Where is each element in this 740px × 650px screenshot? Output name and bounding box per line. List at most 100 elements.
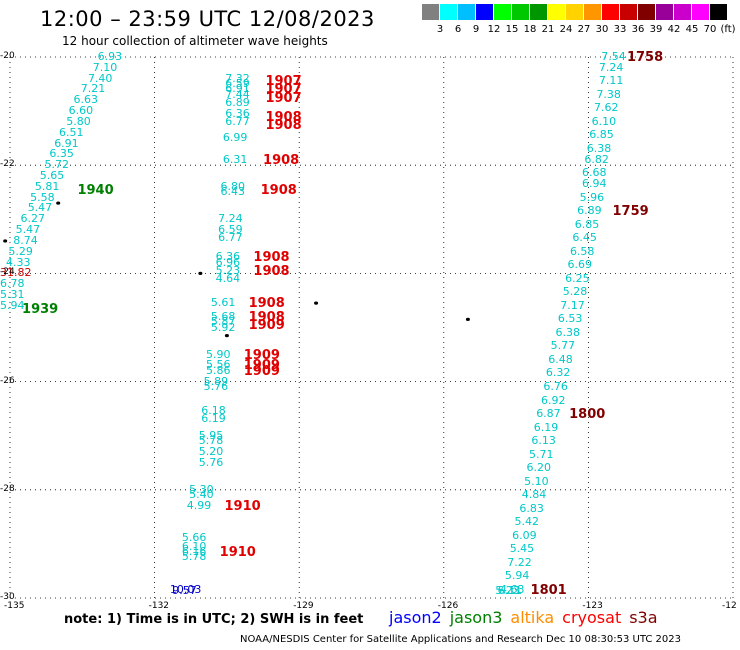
swh-value-label: 8.74 <box>13 233 38 247</box>
swh-value-label: 6.32 <box>545 366 571 380</box>
swh-value-label: 5.58 <box>30 190 55 204</box>
swh-value-label: 5.94 <box>504 569 530 583</box>
swh-value-label: 5.95 <box>198 428 224 442</box>
pass-time-label: 1759 <box>612 204 649 220</box>
island-f <box>465 317 470 321</box>
swh-value-label: 6.19 <box>533 420 559 434</box>
swh-value-label: 6.43 <box>220 185 245 199</box>
satellite-legend-jason3: jason3 <box>449 608 503 627</box>
color-scale-label: 70 <box>703 24 717 35</box>
swh-value-label: 6.60 <box>68 104 94 118</box>
swh-value-label: 7.10 <box>92 60 118 74</box>
credit-line: NOAA/NESDIS Center for Satellite Applica… <box>240 634 682 645</box>
swh-value-label: 6.31 <box>222 152 248 166</box>
swh-value-label: 6.10 <box>181 539 207 553</box>
satellite-legend-cryosat: cryosat <box>562 608 622 627</box>
swh-value-label: 6.77 <box>225 114 250 128</box>
swh-value-label: 7.38 <box>596 87 621 101</box>
swh-value-label: 6.89 <box>225 95 250 109</box>
swh-value-label: 5.86 <box>206 363 231 377</box>
swh-value-label: 6.45 <box>572 231 597 245</box>
swh-value-label: 9.57 <box>172 584 197 597</box>
swh-value-label: 6.92 <box>541 393 566 407</box>
latitude-tick-label: -30 <box>0 592 15 602</box>
swh-value-label: 5.89 <box>203 374 229 388</box>
swh-value-label: 5.78 <box>181 550 207 564</box>
swh-value-label: 5.96 <box>579 190 605 204</box>
island-e <box>314 301 319 305</box>
satellite-legend-s3a: s3a <box>629 608 658 627</box>
color-scale-label: 24 <box>559 24 573 35</box>
color-scale-label: 15 <box>505 24 519 35</box>
swh-value-label: 7.54 <box>601 50 626 63</box>
pass-time-label: 1908 <box>248 296 285 312</box>
pass-time-label: 1908 <box>265 109 302 125</box>
longitude-tick-label: -123 <box>582 601 603 611</box>
swh-value-label: 7.11 <box>598 74 624 88</box>
pass-time-label: 1907 <box>265 90 302 106</box>
color-scale-label: 9 <box>472 24 480 35</box>
swh-value-label: 4.64 <box>215 271 241 285</box>
longitude-tick-label: -135 <box>4 601 25 611</box>
color-scale-label: 3 <box>436 24 444 35</box>
longitude-tick-label: -132 <box>148 601 170 611</box>
swh-value-label: 6.27 <box>20 212 45 226</box>
swh-value-label: 6.82 <box>584 152 609 166</box>
latitude-tick-label: -24 <box>0 267 15 278</box>
pass-time-label: 1909 <box>248 317 285 333</box>
pass-time-label: 1910 <box>224 499 261 515</box>
longitude-tick-label: -12 <box>722 601 737 611</box>
pass-time-label: 1908 <box>253 250 290 266</box>
swh-value-label: 6.83 <box>519 501 544 515</box>
satellite-legend: jason2 jason3 altika cryosat s3a <box>389 608 666 627</box>
pass-time-label: 1909 <box>243 358 280 374</box>
swh-value-label: 6.96 <box>215 255 241 269</box>
map-title: 12:00 – 23:59 UTC 12/08/2023 <box>40 7 375 31</box>
swh-value-label: 7.32 <box>225 71 250 85</box>
color-swatch <box>548 4 565 20</box>
swh-value-label: 6.91 <box>54 136 79 150</box>
swh-value-label: 5.66 <box>181 531 207 545</box>
swh-value-label: 5.61 <box>210 296 236 310</box>
swh-value-label: 4.99 <box>186 499 212 513</box>
color-scale-label: 27 <box>577 24 591 35</box>
pass-time-label: 1940 <box>77 182 114 198</box>
longitude-tick-label: -129 <box>293 601 314 611</box>
swh-value-label: 6.35 <box>49 147 74 161</box>
island-b <box>3 239 8 243</box>
island-a <box>56 201 61 205</box>
color-swatch <box>494 4 511 20</box>
satellite-legend-jason2: jason2 <box>389 608 442 627</box>
swh-value-label: 6.78 <box>0 277 25 291</box>
color-swatch <box>692 4 709 20</box>
color-swatch <box>476 4 493 20</box>
swh-value-label: 6.85 <box>574 217 600 231</box>
swh-value-label: 5.10 <box>524 474 549 488</box>
color-scale-label: (ft) <box>720 24 736 35</box>
swh-value-label: 5.31 <box>0 288 25 302</box>
swh-value-label: 5.87 <box>210 315 236 329</box>
swh-value-label: 7.24 <box>218 212 243 226</box>
color-swatch <box>566 4 583 20</box>
swh-value-label: 6.87 <box>536 407 561 421</box>
swh-value-label: 6.36 <box>225 106 250 120</box>
swh-value-label: 5.77 <box>550 339 576 353</box>
pass-time-label: 1800 <box>569 407 606 423</box>
swh-value-label: 5.94 <box>0 298 25 312</box>
swh-value-label: 5.29 <box>8 244 33 258</box>
swh-value-label: 7.17 <box>560 298 585 312</box>
pass-time-label: 1907 <box>265 82 302 98</box>
pass-time-label: 1908 <box>260 182 297 198</box>
island-c <box>198 271 203 275</box>
swh-value-label: 5.28 <box>562 285 588 299</box>
color-swatch <box>656 4 673 20</box>
swh-value-label: 7.40 <box>87 71 113 85</box>
swh-value-label: 5.30 <box>189 482 214 496</box>
swh-value-label: 6.10 <box>591 114 617 128</box>
swh-value-label: 6.80 <box>220 179 245 193</box>
color-swatch <box>530 4 547 20</box>
swh-value-label: 5.90 <box>206 347 231 361</box>
pass-time-label: 1909 <box>243 363 280 379</box>
swh-value-label: 31.82 <box>0 266 32 280</box>
pass-time-label: 1908 <box>263 152 300 168</box>
